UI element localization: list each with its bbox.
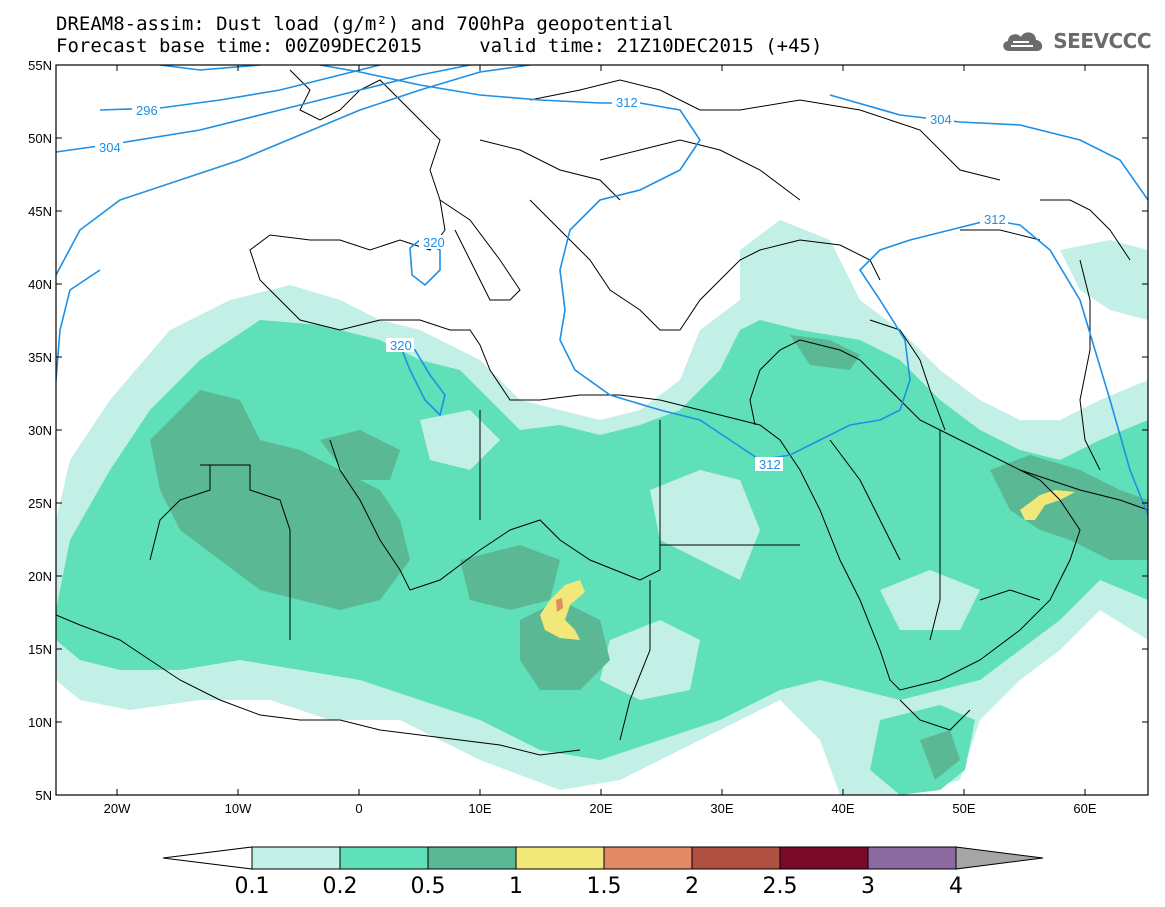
colorbar-bin [427, 846, 517, 870]
colorbar [162, 846, 1044, 870]
latitude-labels: 55N 50N 45N 40N 35N 30N 25N 20N 15N 10N … [28, 58, 52, 803]
contour-label-320-b: 320 [390, 338, 412, 353]
colorbar-label: 0.2 [323, 874, 358, 899]
colorbar-label: 3 [861, 874, 875, 899]
axis-ticks [56, 64, 1148, 796]
colorbar-label: 0.1 [235, 874, 270, 899]
colorbar-label: 2.5 [763, 874, 798, 899]
lat-label: 40N [28, 277, 52, 292]
contour-label-296: 296 [136, 103, 158, 118]
forecast-time-line: Forecast base time: 00Z09DEC2015 valid t… [56, 35, 823, 57]
lon-label: 10W [225, 801, 252, 816]
dust-layer-0-5 [150, 335, 1148, 780]
coastlines-and-borders [56, 69, 1148, 756]
colorbar-label: 1.5 [587, 874, 622, 899]
lat-label: 20N [28, 569, 52, 584]
lon-label: 20W [104, 801, 131, 816]
contour-label-304: 304 [99, 140, 121, 155]
map-title: DREAM8-assim: Dust load (g/m²) and 700hP… [56, 13, 674, 35]
colorbar-labels: 0.1 0.2 0.5 1 1.5 2 2.5 3 4 [235, 874, 964, 899]
colorbar-bin [867, 846, 957, 870]
lat-label: 30N [28, 423, 52, 438]
dust-layer-1 [540, 490, 1075, 640]
colorbar-bin [779, 846, 869, 870]
lon-label: 20E [589, 801, 612, 816]
colorbar-bin [515, 846, 605, 870]
lon-label: 30E [710, 801, 733, 816]
lat-label: 15N [28, 642, 52, 657]
dust-layer-0-2 [56, 320, 1148, 795]
lon-label: 60E [1073, 801, 1096, 816]
colorbar-bin [603, 846, 693, 870]
logo-text: SEEVCCC [1053, 29, 1151, 53]
lat-label: 10N [28, 715, 52, 730]
colorbar-bin [251, 846, 341, 870]
lon-label: 50E [952, 801, 975, 816]
colorbar-label: 0.5 [411, 874, 446, 899]
lon-label: 0 [355, 801, 362, 816]
lon-label: 10E [468, 801, 491, 816]
lat-label: 50N [28, 131, 52, 146]
lat-label: 25N [28, 496, 52, 511]
contour-labels: 296 304 312 320 320 312 304 312 [95, 95, 1008, 472]
longitude-labels: 20W 10W 0 10E 20E 30E 40E 50E 60E [104, 801, 1097, 816]
lat-label: 35N [28, 350, 52, 365]
colorbar-low-triangle [162, 846, 253, 870]
contour-label-312-c: 312 [984, 212, 1006, 227]
cloud-icon [1003, 32, 1043, 51]
colorbar-label: 2 [685, 874, 699, 899]
colorbar-bin [339, 846, 429, 870]
contour-label-312: 312 [616, 95, 638, 110]
lat-label: 5N [35, 788, 52, 803]
seevccc-logo: SEEVCCC [999, 24, 1151, 58]
lat-label: 55N [28, 58, 52, 73]
colorbar-label: 1 [509, 874, 523, 899]
contour-label-320-a: 320 [423, 235, 445, 250]
contour-label-312-b: 312 [759, 457, 781, 472]
colorbar-label: 4 [949, 874, 963, 899]
lon-label: 40E [831, 801, 854, 816]
dust-light-patches [420, 410, 980, 700]
colorbar-bin [691, 846, 781, 870]
lat-label: 45N [28, 204, 52, 219]
dust-layer-1-5 [556, 598, 563, 612]
colorbar-high-triangle [955, 846, 1044, 870]
contour-label-304-b: 304 [930, 112, 952, 127]
